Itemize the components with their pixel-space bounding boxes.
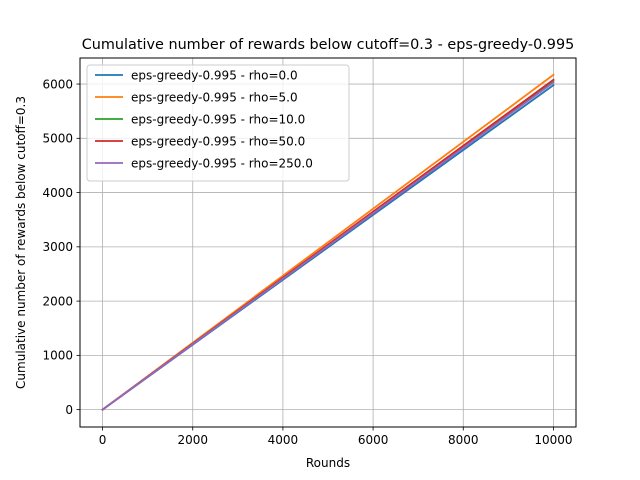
chart-title: Cumulative number of rewards below cutof… <box>82 37 575 53</box>
legend-label: eps-greedy-0.995 - rho=50.0 <box>131 134 305 148</box>
x-tick-label: 8000 <box>448 433 479 447</box>
legend-label: eps-greedy-0.995 - rho=0.0 <box>131 68 298 82</box>
y-tick-label: 5000 <box>42 132 73 146</box>
y-tick-label: 0 <box>65 403 73 417</box>
y-axis-label: Cumulative number of rewards below cutof… <box>14 96 28 389</box>
legend-label: eps-greedy-0.995 - rho=10.0 <box>131 112 305 126</box>
x-tick-label: 6000 <box>358 433 389 447</box>
legend: eps-greedy-0.995 - rho=0.0 eps-greedy-0.9… <box>86 64 350 182</box>
x-axis-label: Rounds <box>306 456 350 470</box>
legend-label: eps-greedy-0.995 - rho=250.0 <box>131 156 313 170</box>
legend-label: eps-greedy-0.995 - rho=5.0 <box>131 90 298 104</box>
x-tick-label: 0 <box>99 433 107 447</box>
x-axis-ticks: 0 2000 4000 6000 8000 10000 <box>99 427 573 447</box>
y-tick-label: 3000 <box>42 240 73 254</box>
x-tick-label: 2000 <box>177 433 208 447</box>
y-tick-label: 1000 <box>42 349 73 363</box>
y-tick-label: 4000 <box>42 186 73 200</box>
y-tick-label: 6000 <box>42 77 73 91</box>
legend-box <box>86 64 350 182</box>
series-line <box>101 81 555 411</box>
x-tick-label: 4000 <box>268 433 299 447</box>
series-lines <box>101 73 555 411</box>
y-tick-label: 2000 <box>42 294 73 308</box>
plot-area-frame <box>79 57 577 428</box>
y-axis-ticks: 0 1000 2000 3000 4000 5000 6000 <box>42 77 80 417</box>
x-tick-label: 10000 <box>534 433 572 447</box>
